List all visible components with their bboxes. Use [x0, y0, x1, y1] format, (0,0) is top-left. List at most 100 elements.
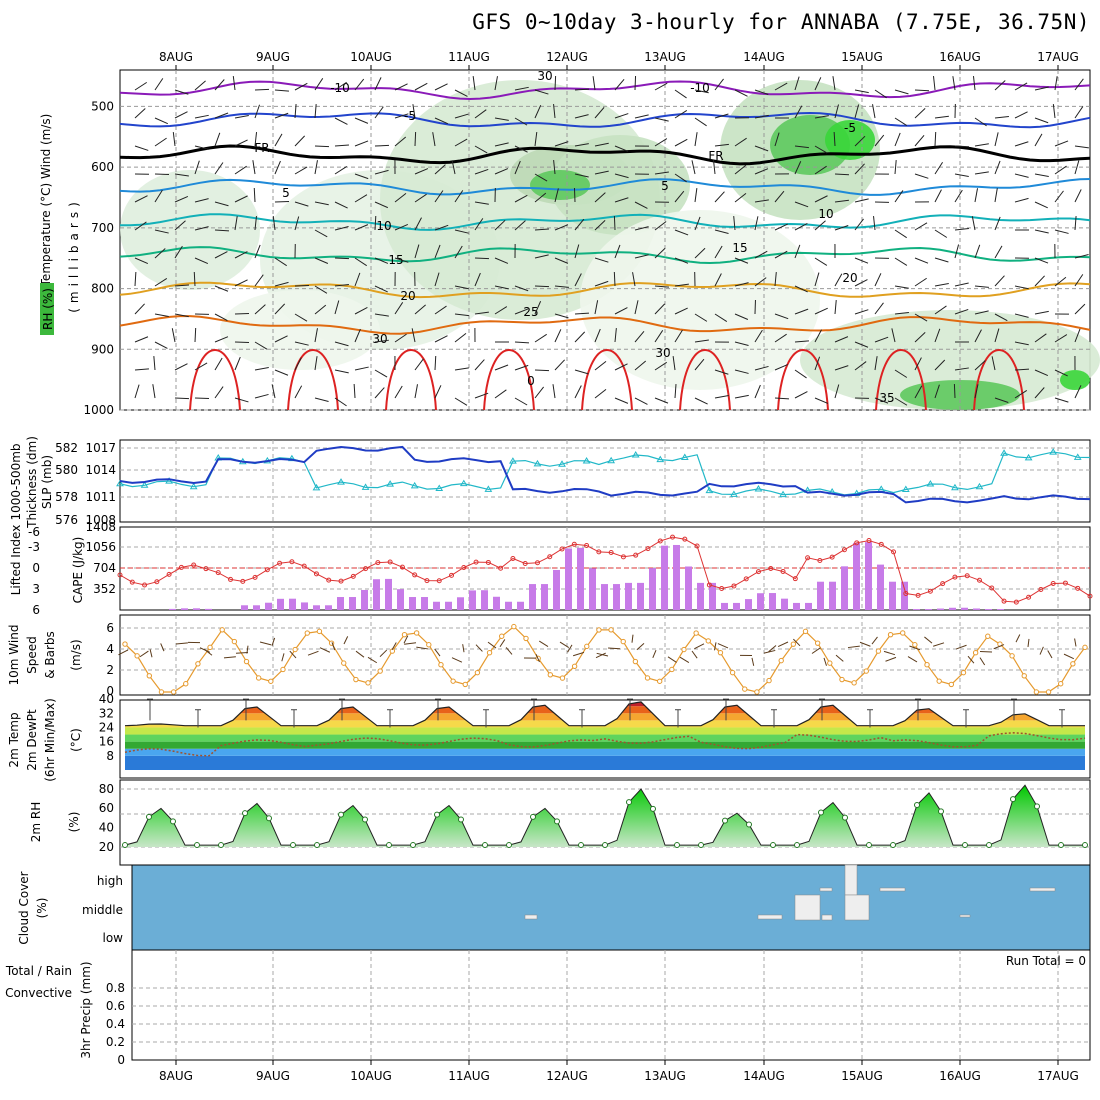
wind-barb-10m [451, 657, 463, 663]
day-label-top: 13AUG [644, 50, 686, 64]
wind-barb [154, 313, 169, 317]
contour-5 [119, 178, 1091, 196]
wind-speed-marker [304, 630, 310, 636]
wind-barb-10m [223, 656, 236, 659]
wind-barb-10m [1047, 650, 1053, 659]
li-marker [1026, 594, 1032, 600]
wind-barb [454, 397, 468, 406]
li-marker [228, 576, 234, 582]
wind-barb [534, 254, 549, 259]
wind-barb [734, 164, 747, 175]
wind-barb [613, 271, 616, 287]
rh-marker [506, 842, 512, 849]
wind-barb-10m [667, 656, 677, 663]
wind-barb [714, 78, 724, 91]
wind-speed-marker [802, 628, 809, 635]
rh-marker [674, 842, 680, 849]
rh-marker [266, 815, 272, 822]
wind-barb-10m [307, 650, 319, 656]
wind-barb [674, 329, 683, 343]
wind-barb [494, 142, 509, 147]
wind-barb [1074, 303, 1086, 315]
precip-tick: 0.6 [106, 999, 125, 1013]
wind-speed-marker [1021, 673, 1027, 679]
cape-bar [673, 544, 680, 610]
wind-barb-10m [993, 644, 1005, 650]
wind-barb [972, 76, 976, 91]
wind-barb [554, 285, 569, 288]
wind-speed-marker [948, 681, 955, 688]
wind-barb [814, 165, 827, 175]
wind-barb [974, 143, 989, 147]
wind-barb [374, 201, 389, 209]
temp-label3: (6hr Min/Max) [43, 698, 57, 782]
wind-barb [754, 250, 768, 259]
wind-barb [234, 356, 241, 371]
thickness-marker [631, 451, 640, 458]
wind-barb [314, 356, 318, 371]
wind-barb [774, 333, 787, 343]
wind-barb [694, 358, 705, 371]
rh-marker [794, 842, 800, 849]
wind-barb [134, 221, 147, 231]
li-marker [547, 554, 553, 560]
contour-freezing [119, 144, 1091, 166]
li-marker [215, 570, 221, 576]
wind-barb-10m [811, 647, 821, 654]
wind-barb-10m [567, 644, 573, 653]
wind-barb [194, 257, 209, 265]
wind-barb [193, 271, 196, 287]
rh-marker [530, 813, 536, 820]
wind-barb-10m [475, 644, 483, 652]
wind-barb [734, 137, 747, 147]
wind-unit: (m/s) [69, 639, 83, 670]
li-marker [694, 543, 700, 549]
li-marker [375, 560, 381, 566]
wind-barb-10m [793, 638, 801, 647]
wind-barb [514, 160, 521, 175]
wind-barb [594, 107, 605, 119]
dewpoint-line [124, 732, 1086, 757]
li-marker [915, 592, 921, 598]
cloud-block [1029, 887, 1056, 892]
li-marker [964, 573, 970, 579]
wind-barb [1074, 254, 1089, 259]
wind-tick: 0 [106, 684, 114, 698]
wind-speed-marker [669, 666, 675, 673]
wind-barb [914, 173, 929, 179]
temp-tick: 32 [99, 706, 114, 720]
wind-barb [1014, 368, 1030, 371]
li-marker [350, 573, 356, 579]
wind-speed-marker [717, 649, 724, 656]
wind-barb [374, 285, 388, 293]
wind-barb [334, 369, 349, 374]
wind-barb [174, 363, 188, 371]
wind-barb [334, 117, 348, 125]
wind-barb [994, 80, 1006, 91]
wind-barb [454, 229, 469, 234]
wind-speed-marker [341, 660, 347, 666]
wind-barb [134, 336, 149, 343]
li-marker [264, 567, 270, 573]
li-marker [154, 579, 160, 585]
li-marker [277, 560, 283, 566]
wind-barb [174, 173, 189, 177]
wind-barb-10m [1063, 653, 1075, 660]
wind-barb [754, 168, 769, 175]
wind-barb [134, 271, 137, 287]
wind-barb [934, 115, 949, 119]
thickness-tick: 576 [55, 513, 78, 527]
wind-barb [574, 385, 582, 399]
wind-barb [154, 278, 168, 287]
li-marker [485, 559, 491, 565]
cape-bar [997, 609, 1004, 610]
wind-speed-marker [523, 635, 529, 642]
wind-barb [614, 307, 628, 315]
wind-speed-marker [1009, 653, 1015, 659]
wind-barb [754, 114, 769, 119]
rh-marker [818, 809, 824, 816]
wind-barb [714, 245, 723, 259]
cape-bar [601, 584, 608, 610]
rh-shading [800, 310, 1100, 410]
wind-barb [314, 201, 329, 206]
